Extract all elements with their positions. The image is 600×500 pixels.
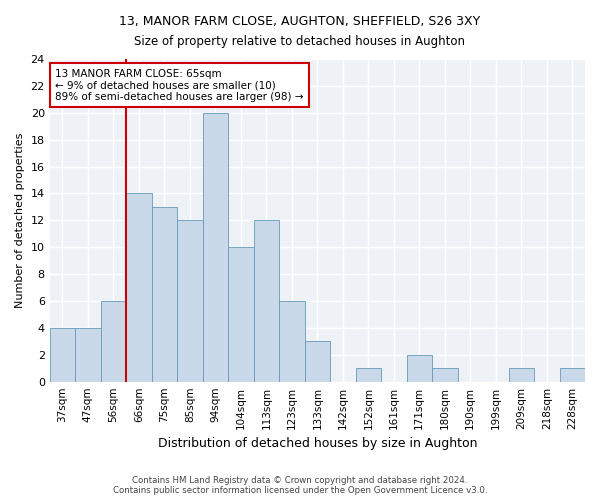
Bar <box>126 194 152 382</box>
Bar <box>228 247 254 382</box>
Bar <box>305 342 330 382</box>
Bar <box>203 113 228 382</box>
Bar <box>432 368 458 382</box>
Bar <box>279 301 305 382</box>
Text: Contains HM Land Registry data © Crown copyright and database right 2024.
Contai: Contains HM Land Registry data © Crown c… <box>113 476 487 495</box>
Bar <box>560 368 585 382</box>
X-axis label: Distribution of detached houses by size in Aughton: Distribution of detached houses by size … <box>158 437 477 450</box>
Bar <box>152 207 177 382</box>
Bar <box>254 220 279 382</box>
Y-axis label: Number of detached properties: Number of detached properties <box>15 132 25 308</box>
Text: 13 MANOR FARM CLOSE: 65sqm
← 9% of detached houses are smaller (10)
89% of semi-: 13 MANOR FARM CLOSE: 65sqm ← 9% of detac… <box>55 68 304 102</box>
Bar <box>101 301 126 382</box>
Text: Size of property relative to detached houses in Aughton: Size of property relative to detached ho… <box>134 35 466 48</box>
Bar <box>75 328 101 382</box>
Bar <box>177 220 203 382</box>
Bar <box>509 368 534 382</box>
Bar <box>356 368 381 382</box>
Bar <box>407 355 432 382</box>
Text: 13, MANOR FARM CLOSE, AUGHTON, SHEFFIELD, S26 3XY: 13, MANOR FARM CLOSE, AUGHTON, SHEFFIELD… <box>119 15 481 28</box>
Bar <box>50 328 75 382</box>
